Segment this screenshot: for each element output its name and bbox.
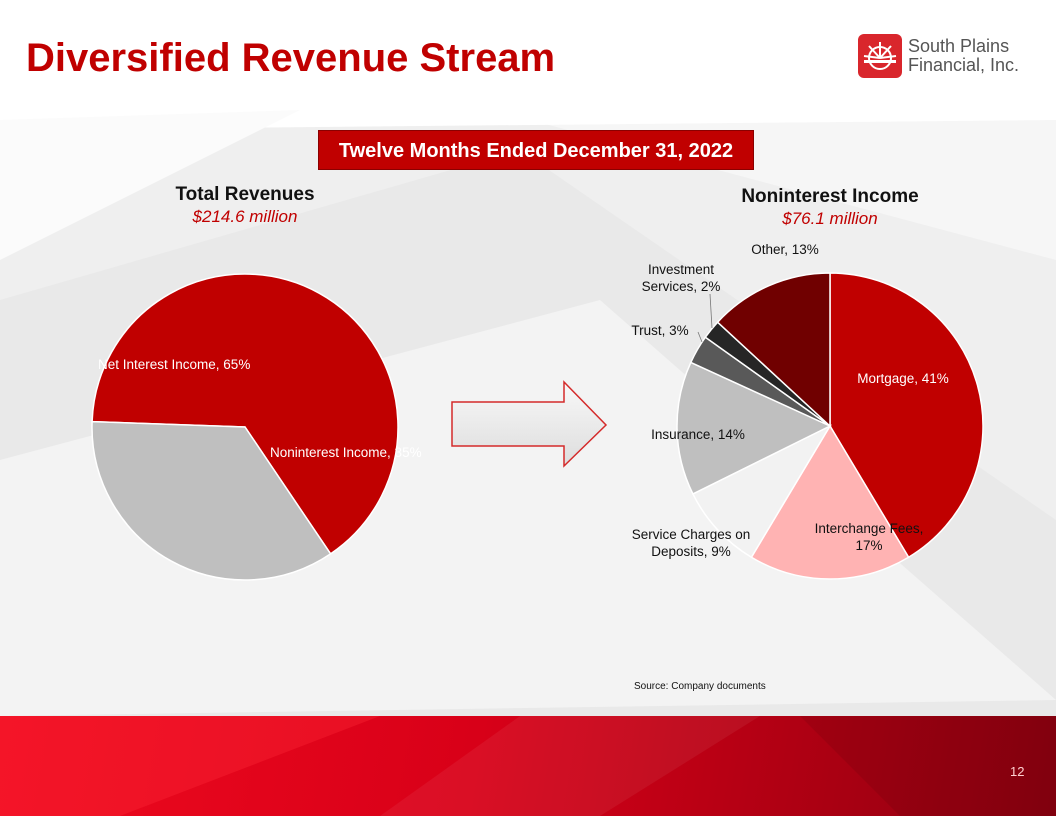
company-logo: South Plains Financial, Inc.	[858, 34, 1028, 80]
sunburst-logo-icon	[858, 34, 902, 78]
noninterest-income-slice-0	[829, 272, 984, 559]
noninterest-income-slice-1	[750, 424, 910, 580]
label-investment-services: Investment Services, 2%	[641, 262, 721, 294]
noninterest-income-slice-2	[691, 424, 832, 559]
right-arrow-icon	[451, 380, 608, 468]
noninterest-income-slice-3	[676, 361, 832, 495]
label-noninterest-income: Noninterest Income, 35%	[270, 445, 422, 460]
chart-title-noninterest-income: Noninterest Income	[741, 186, 919, 207]
label-mortgage: Mortgage, 41%	[857, 371, 949, 386]
source-note: Source: Company documents	[634, 681, 766, 692]
label-insurance: Insurance, 14%	[651, 427, 745, 442]
total-revenues-slice-0	[91, 273, 399, 555]
logo-line-2: Financial, Inc.	[908, 55, 1020, 75]
noninterest-income-pie	[676, 272, 984, 580]
period-banner: Twelve Months Ended December 31, 2022	[318, 130, 754, 170]
chart-subtitle-total-revenues: $214.6 million	[192, 207, 298, 226]
slide-title: Diversified Revenue Stream	[26, 36, 556, 80]
label-other: Other, 13%	[751, 242, 819, 257]
noninterest-income-slice-6	[716, 272, 831, 428]
total-revenues-pie	[91, 273, 399, 581]
label-trust: Trust, 3%	[631, 323, 689, 338]
label-net-interest-income: Net Interest Income, 65%	[98, 357, 251, 372]
chart-subtitle-noninterest-income: $76.1 million	[782, 209, 878, 228]
label-service-charges: Service Charges on Deposits, 9%	[631, 527, 751, 559]
logo-text: South Plains Financial, Inc.	[908, 37, 1019, 75]
total-revenues-slice-1	[91, 420, 332, 581]
leader-lines	[697, 293, 713, 343]
chart-title-total-revenues: Total Revenues	[175, 184, 315, 205]
footer-band	[0, 716, 1056, 816]
page-number: 12	[1010, 764, 1025, 779]
label-interchange-fees: Interchange Fees, 17%	[814, 521, 924, 553]
logo-line-1: South Plains	[908, 36, 1010, 56]
footer-decoration	[0, 716, 1056, 816]
